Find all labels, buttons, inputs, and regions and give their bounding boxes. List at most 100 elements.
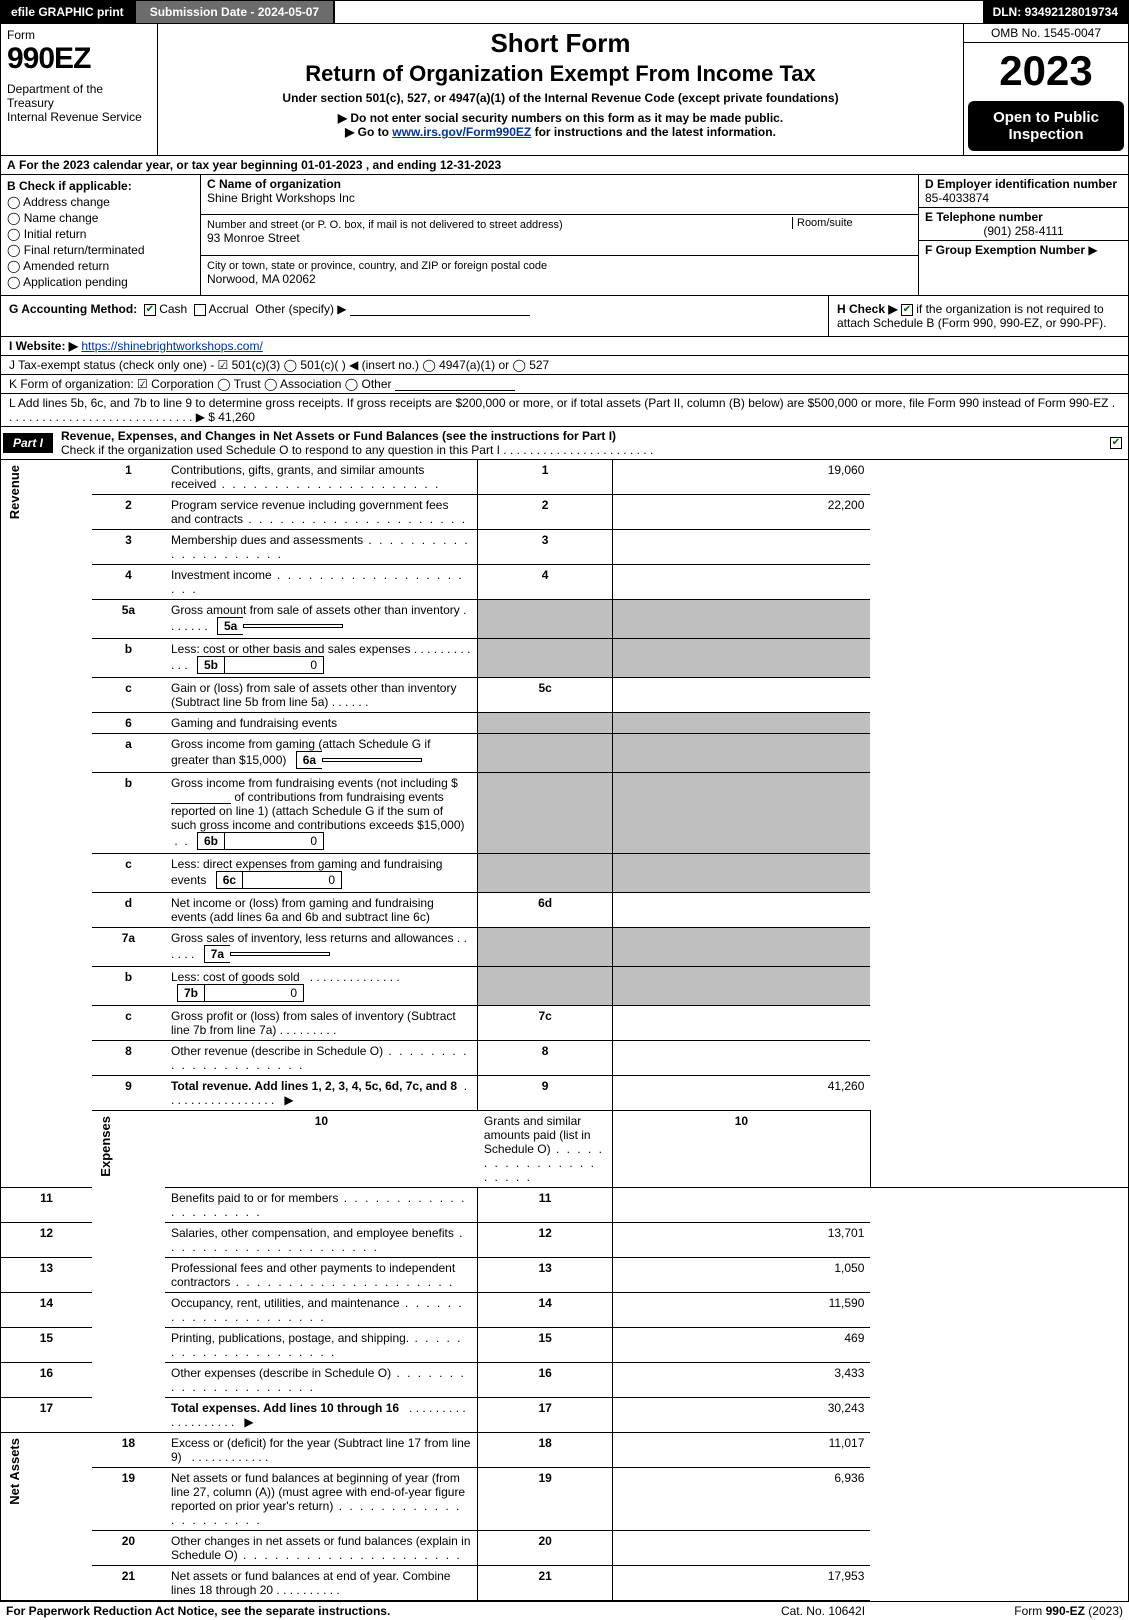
row-1: Revenue 1 Contributions, gifts, grants, …	[1, 460, 1129, 495]
row-7c: c Gross profit or (loss) from sales of i…	[1, 1006, 1129, 1041]
ln13-val: 1,050	[612, 1258, 870, 1293]
header-left: Form 990EZ Department of the Treasury In…	[1, 24, 158, 155]
f-arrow: ▶	[1088, 243, 1097, 257]
col-def: D Employer identification number 85-4033…	[918, 175, 1128, 295]
paperwork-notice: For Paperwork Reduction Act Notice, see …	[6, 1604, 723, 1618]
chk-name-change: ◯ Name change	[7, 211, 194, 225]
chk-final-return: ◯ Final return/terminated	[7, 243, 194, 257]
e-label: E Telephone number	[925, 210, 1043, 224]
ln14-val: 11,590	[612, 1293, 870, 1328]
l-amount: 41,260	[218, 410, 255, 424]
row-6b: b Gross income from fundraising events (…	[1, 773, 1129, 854]
row-6: 6 Gaming and fundraising events	[1, 713, 1129, 734]
row-5c: c Gain or (loss) from sale of assets oth…	[1, 678, 1129, 713]
line-j: J Tax-exempt status (check only one) - ☑…	[0, 356, 1129, 375]
row-18: Net Assets 18 Excess or (deficit) for th…	[1, 1433, 1129, 1468]
f-label: F Group Exemption Number	[925, 243, 1085, 257]
website-link[interactable]: https://shinebrightworkshops.com/	[81, 339, 262, 353]
goto-line: ▶ Go to www.irs.gov/Form990EZ for instru…	[166, 125, 955, 139]
row-19: 19 Net assets or fund balances at beginn…	[1, 1468, 1129, 1531]
org-city: Norwood, MA 02062	[207, 272, 316, 286]
d-ein: D Employer identification number 85-4033…	[919, 175, 1128, 208]
revenue-side-label: Revenue	[1, 460, 92, 1188]
irs-link[interactable]: www.irs.gov/Form990EZ	[392, 125, 531, 139]
line-i: I Website: ▶ https://shinebrightworkshop…	[0, 337, 1129, 356]
e-phone: E Telephone number (901) 258-4111	[919, 208, 1128, 241]
ln18-val: 11,017	[612, 1433, 870, 1468]
department-line: Department of the Treasury Internal Reve…	[7, 82, 151, 124]
f-group-exempt: F Group Exemption Number ▶	[919, 241, 1128, 295]
chk-initial-return: ◯ Initial return	[7, 227, 194, 241]
entity-info-block: B Check if applicable: ◯ Address change …	[0, 175, 1129, 296]
phone-value: (901) 258-4111	[925, 224, 1122, 238]
ln1-val: 19,060	[612, 460, 870, 495]
h-checkbox	[901, 304, 913, 316]
row-6c: c Less: direct expenses from gaming and …	[1, 854, 1129, 893]
room-suite: Room/suite	[792, 217, 912, 229]
g-cash: Cash	[159, 302, 187, 316]
row-13: 13 Professional fees and other payments …	[1, 1258, 1129, 1293]
row-16: 16 Other expenses (describe in Schedule …	[1, 1363, 1129, 1398]
g-accrual: Accrual	[209, 302, 249, 316]
row-10: Expenses 10 Grants and similar amounts p…	[1, 1111, 1129, 1188]
top-bar: efile GRAPHIC print Submission Date - 20…	[0, 0, 1129, 24]
open-to-public-badge: Open to Public Inspection	[968, 101, 1124, 151]
under-section-text: Under section 501(c), 527, or 4947(a)(1)…	[166, 91, 955, 105]
part-i-tab: Part I	[3, 433, 53, 453]
row-6a: a Gross income from gaming (attach Sched…	[1, 734, 1129, 773]
ln19-val: 6,936	[612, 1468, 870, 1531]
g-cash-cb	[144, 304, 156, 316]
ln21-val: 17,953	[612, 1566, 870, 1601]
row-17: 17 Total expenses. Add lines 10 through …	[1, 1398, 1129, 1433]
header-right: OMB No. 1545-0047 2023 Open to Public In…	[963, 24, 1128, 155]
c-city-row: City or town, state or province, country…	[201, 256, 918, 295]
row-14: 14 Occupancy, rent, utilities, and maint…	[1, 1293, 1129, 1328]
b-header: B Check if applicable:	[7, 179, 194, 193]
tax-year: 2023	[964, 43, 1128, 99]
col-b: B Check if applicable: ◯ Address change …	[1, 175, 201, 295]
c-street-row: Number and street (or P. O. box, if mail…	[201, 215, 918, 255]
line-l: L Add lines 5b, 6c, and 7b to line 9 to …	[0, 394, 1129, 427]
ln1-no: 1	[92, 460, 165, 495]
row-6d: d Net income or (loss) from gaming and f…	[1, 893, 1129, 928]
row-11: 11 Benefits paid to or for members 11	[1, 1188, 1129, 1223]
ln1-desc: Contributions, gifts, grants, and simila…	[165, 460, 478, 495]
expenses-side-label: Expenses	[92, 1111, 165, 1433]
l-text: L Add lines 5b, 6c, and 7b to line 9 to …	[9, 396, 1115, 424]
ln16-val: 3,433	[612, 1363, 870, 1398]
ln12-val: 13,701	[612, 1223, 870, 1258]
j-text: J Tax-exempt status (check only one) - ☑…	[9, 358, 549, 372]
row-8: 8 Other revenue (describe in Schedule O)…	[1, 1041, 1129, 1076]
efile-label: efile GRAPHIC print	[1, 1, 134, 23]
org-street: 93 Monroe Street	[207, 231, 300, 245]
no-ssn-notice: ▶ Do not enter social security numbers o…	[166, 111, 955, 125]
submission-date-label: Submission Date -	[150, 5, 258, 19]
part-i-table: Revenue 1 Contributions, gifts, grants, …	[0, 460, 1129, 1601]
row-20: 20 Other changes in net assets or fund b…	[1, 1531, 1129, 1566]
c-name-label: C Name of organization	[207, 177, 912, 191]
row-5a: 5a Gross amount from sale of assets othe…	[1, 600, 1129, 639]
g-side: G Accounting Method: Cash Accrual Other …	[1, 296, 828, 336]
part-i-header: Part I Revenue, Expenses, and Changes in…	[0, 427, 1129, 460]
page-footer: For Paperwork Reduction Act Notice, see …	[0, 1601, 1129, 1620]
i-label: I Website: ▶	[9, 339, 78, 353]
g-accrual-cb	[194, 304, 206, 316]
line-g: G Accounting Method: Cash Accrual Other …	[9, 302, 820, 316]
omb-number: OMB No. 1545-0047	[964, 24, 1128, 43]
c-street-label: Number and street (or P. O. box, if mail…	[207, 219, 563, 231]
chk-amended-return: ◯ Amended return	[7, 259, 194, 273]
ln15-val: 469	[612, 1328, 870, 1363]
total-expenses: 30,243	[612, 1398, 870, 1433]
c-city-label: City or town, state or province, country…	[207, 260, 547, 272]
h-text: H Check ▶	[837, 302, 901, 316]
part-i-title-text: Revenue, Expenses, and Changes in Net As…	[61, 429, 616, 443]
row-12: 12 Salaries, other compensation, and emp…	[1, 1223, 1129, 1258]
line-a-label: A	[7, 158, 16, 172]
header-center: Short Form Return of Organization Exempt…	[158, 24, 963, 155]
total-revenue: 41,260	[612, 1076, 870, 1111]
ln1-col: 1	[478, 460, 612, 495]
form-id-footer: Form 990-EZ (2023)	[923, 1604, 1123, 1618]
chk-address-change: ◯ Address change	[7, 195, 194, 209]
submission-date: Submission Date - 2024-05-07	[134, 1, 335, 23]
k-fill	[395, 379, 515, 391]
